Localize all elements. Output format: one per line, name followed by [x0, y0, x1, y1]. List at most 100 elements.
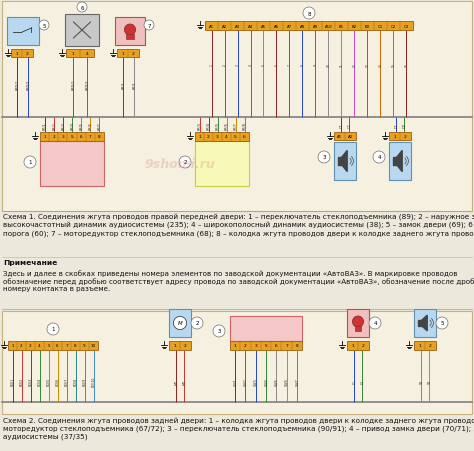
- Text: 2: 2: [223, 64, 227, 66]
- Text: RF/2: RF/2: [52, 122, 56, 129]
- Text: 3: 3: [322, 155, 326, 160]
- Text: 1: 1: [11, 344, 14, 348]
- Bar: [356, 326, 361, 331]
- Polygon shape: [397, 151, 402, 172]
- Text: 1: 1: [198, 135, 201, 139]
- Bar: [334, 143, 356, 180]
- Text: B1: B1: [339, 24, 344, 28]
- Text: RD/6: RD/6: [56, 377, 60, 385]
- Text: M1: M1: [174, 378, 179, 384]
- Text: 9shomi.ru: 9shomi.ru: [145, 158, 215, 171]
- Polygon shape: [393, 158, 397, 166]
- Text: 8: 8: [301, 64, 305, 66]
- Bar: [8, 341, 98, 350]
- Text: 7: 7: [288, 64, 292, 66]
- Text: A7: A7: [287, 24, 292, 28]
- Text: 12: 12: [353, 63, 357, 67]
- Text: RF/5: RF/5: [216, 122, 220, 129]
- Text: SW4: SW4: [264, 377, 268, 385]
- Text: 8: 8: [307, 11, 311, 17]
- Text: A10: A10: [325, 24, 332, 28]
- Bar: [127, 35, 134, 40]
- Bar: [389, 133, 411, 141]
- Text: RF/4: RF/4: [207, 122, 211, 129]
- Circle shape: [173, 317, 187, 330]
- Text: RFD/2: RFD/2: [72, 79, 76, 90]
- Text: RD/4: RD/4: [38, 377, 42, 385]
- Text: 1: 1: [234, 344, 237, 348]
- Text: 4: 4: [249, 64, 253, 66]
- Text: RF/6: RF/6: [225, 122, 229, 129]
- Circle shape: [213, 325, 225, 337]
- Circle shape: [352, 316, 364, 327]
- Text: D1: D1: [394, 123, 399, 128]
- Text: RD/9: RD/9: [83, 377, 87, 385]
- Text: 9: 9: [314, 64, 318, 66]
- Text: 6: 6: [275, 344, 278, 348]
- Text: 1: 1: [210, 64, 214, 66]
- Text: 3: 3: [255, 344, 257, 348]
- Bar: [414, 341, 436, 350]
- Text: RFD/2: RFD/2: [86, 79, 90, 90]
- Text: S1: S1: [419, 379, 423, 383]
- Text: RF/8: RF/8: [243, 122, 247, 129]
- Text: 2: 2: [207, 135, 210, 139]
- Bar: [2, 311, 472, 414]
- Text: SW3: SW3: [254, 377, 258, 385]
- Text: Схема 1. Соединения жгута проводов правой передней двери: 1 – переключатель стек: Схема 1. Соединения жгута проводов право…: [3, 213, 474, 236]
- Bar: [195, 133, 249, 142]
- Text: Здесь и далее в скобках приведены номера элементов по заводской документации «Ав: Здесь и далее в скобках приведены номера…: [3, 269, 474, 291]
- Text: 5: 5: [234, 135, 237, 139]
- Bar: [11, 50, 33, 58]
- Text: A4: A4: [248, 24, 253, 28]
- Bar: [414, 309, 436, 337]
- Text: RD/5: RD/5: [47, 377, 51, 385]
- Text: 1: 1: [418, 344, 421, 348]
- Polygon shape: [338, 158, 342, 166]
- Text: 5: 5: [262, 64, 266, 66]
- Text: 1: 1: [43, 135, 46, 139]
- Text: 1: 1: [15, 52, 18, 56]
- Text: 2: 2: [195, 321, 199, 326]
- Text: 2: 2: [404, 135, 407, 139]
- Text: 7: 7: [147, 23, 151, 28]
- Text: RD/8: RD/8: [74, 377, 78, 385]
- Text: SW7: SW7: [295, 377, 300, 385]
- Bar: [40, 133, 104, 142]
- Text: RD/10: RD/10: [92, 376, 96, 387]
- Text: 1: 1: [28, 160, 32, 165]
- Text: 2: 2: [362, 344, 365, 348]
- Bar: [65, 15, 99, 47]
- Text: 8: 8: [74, 344, 77, 348]
- Text: 2: 2: [132, 52, 135, 56]
- Circle shape: [77, 3, 87, 13]
- Text: A2: A2: [348, 135, 353, 139]
- Bar: [169, 309, 191, 337]
- Bar: [347, 309, 369, 337]
- Text: 8: 8: [98, 135, 101, 139]
- Bar: [115, 18, 145, 46]
- Bar: [66, 50, 94, 58]
- Text: C2: C2: [347, 124, 352, 128]
- Text: 2: 2: [183, 160, 187, 165]
- Text: 1: 1: [351, 344, 354, 348]
- Polygon shape: [422, 315, 427, 331]
- Text: 14: 14: [379, 63, 383, 67]
- Text: 6: 6: [56, 344, 59, 348]
- Text: RFD/1: RFD/1: [27, 79, 30, 90]
- Text: 10: 10: [91, 344, 96, 348]
- Circle shape: [318, 152, 330, 164]
- Bar: [389, 143, 411, 180]
- Text: 16: 16: [405, 63, 409, 67]
- Text: B2: B2: [352, 24, 357, 28]
- Text: SW1: SW1: [234, 377, 237, 385]
- Text: 5: 5: [71, 135, 73, 139]
- Text: A1: A1: [337, 135, 342, 139]
- Bar: [230, 341, 302, 350]
- Text: 7: 7: [65, 344, 68, 348]
- Text: 2: 2: [52, 135, 55, 139]
- Text: 4: 4: [86, 52, 88, 56]
- Text: RD/2: RD/2: [20, 377, 24, 385]
- Text: C1: C1: [339, 124, 344, 128]
- Bar: [169, 341, 191, 350]
